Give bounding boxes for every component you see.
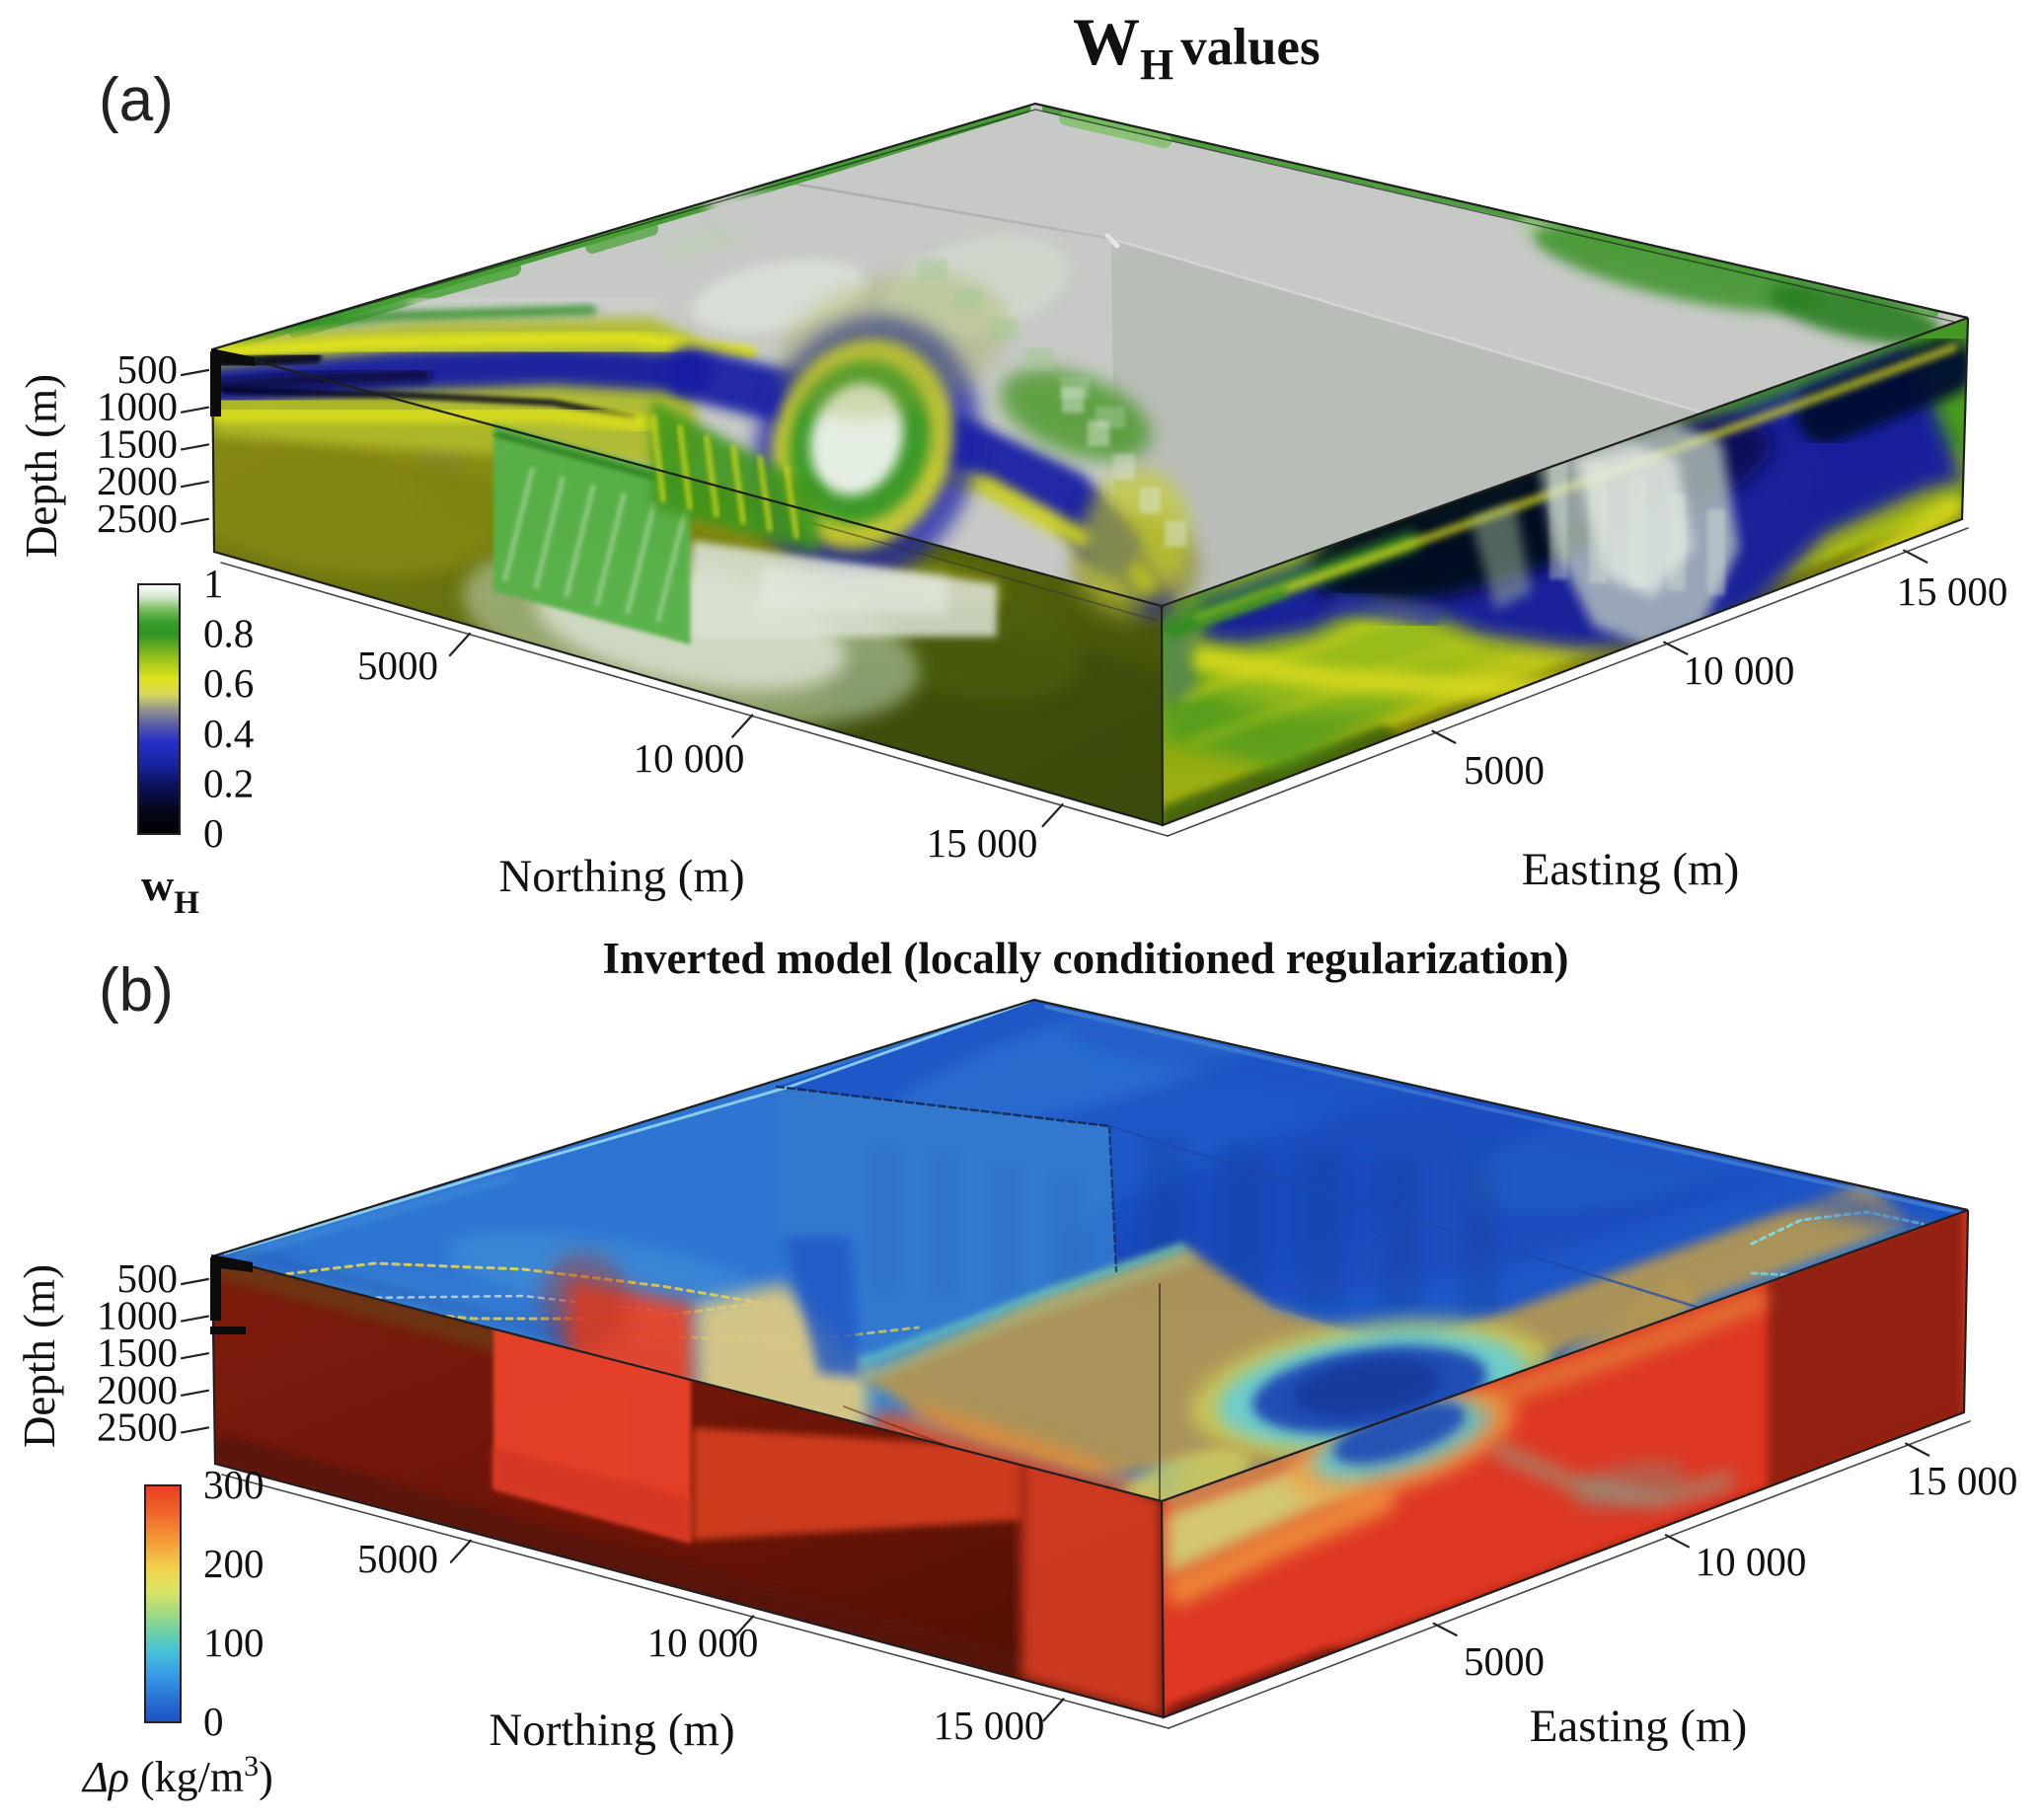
svg-text:Depth (m): Depth (m) (15, 1264, 64, 1448)
svg-text:0: 0 (203, 810, 224, 856)
svg-text:0.4: 0.4 (203, 711, 254, 756)
svg-text:Northing (m): Northing (m) (489, 1705, 734, 1756)
svg-text:(b): (b) (99, 956, 174, 1024)
svg-text:200: 200 (203, 1541, 264, 1586)
svg-text:Δρ (kg/m3): Δρ (kg/m3) (81, 1750, 273, 1801)
svg-text:0.2: 0.2 (203, 760, 254, 805)
svg-text:5000: 5000 (1464, 1638, 1545, 1684)
svg-text:0: 0 (203, 1699, 224, 1744)
svg-text:10 000: 10 000 (634, 735, 745, 781)
svg-text:10 000: 10 000 (647, 1620, 759, 1665)
svg-text:1: 1 (203, 561, 224, 606)
svg-text:Easting (m): Easting (m) (1530, 1701, 1748, 1752)
svg-text:5000: 5000 (357, 643, 438, 688)
svg-text:1500: 1500 (97, 1329, 178, 1375)
svg-text:2500: 2500 (97, 495, 178, 541)
svg-text:300: 300 (203, 1462, 264, 1507)
svg-text:2000: 2000 (97, 1367, 178, 1412)
svg-text:5000: 5000 (357, 1536, 438, 1581)
svg-text:1000: 1000 (97, 384, 178, 429)
svg-text:10 000: 10 000 (1684, 647, 1795, 693)
svg-text:Depth (m): Depth (m) (17, 374, 66, 558)
svg-text:1500: 1500 (97, 420, 178, 466)
svg-text:15 000: 15 000 (934, 1703, 1045, 1748)
svg-text:Northing (m): Northing (m) (498, 851, 744, 902)
svg-text:2500: 2500 (97, 1403, 178, 1449)
svg-text:15 000: 15 000 (1907, 1458, 2018, 1503)
svg-text:15 000: 15 000 (927, 820, 1038, 866)
svg-text:0.6: 0.6 (203, 660, 254, 706)
svg-text:Inverted model (locally condit: Inverted model (locally conditioned regu… (602, 934, 1568, 983)
svg-text:Easting (m): Easting (m) (1522, 844, 1740, 895)
svg-text:10 000: 10 000 (1696, 1539, 1807, 1584)
svg-text:2000: 2000 (97, 458, 178, 503)
svg-text:500: 500 (117, 1255, 179, 1301)
svg-text:500: 500 (117, 346, 179, 392)
svg-text:0.8: 0.8 (203, 611, 254, 656)
svg-text:(a): (a) (99, 66, 174, 134)
svg-text:100: 100 (203, 1620, 264, 1665)
svg-text:1000: 1000 (97, 1293, 178, 1338)
svg-text:5000: 5000 (1464, 747, 1545, 793)
svg-text:15 000: 15 000 (1897, 569, 2008, 614)
